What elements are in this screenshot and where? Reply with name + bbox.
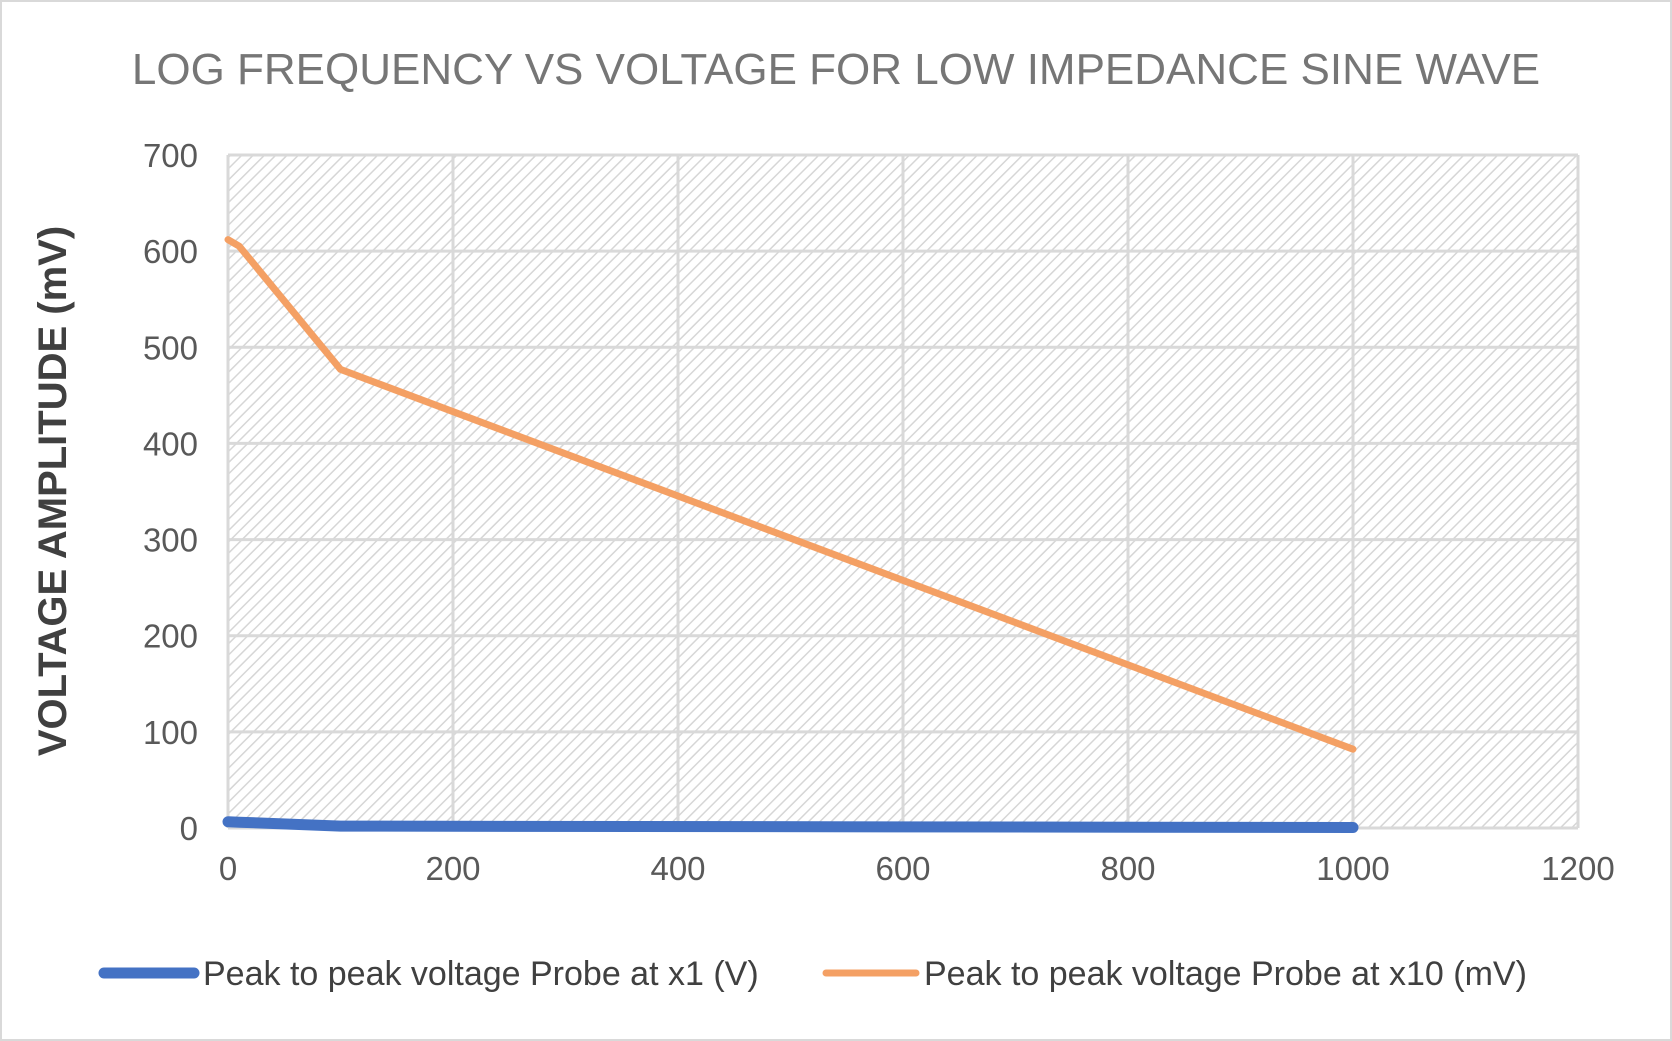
y-tick-label: 200	[143, 618, 198, 655]
y-tick-label: 700	[143, 137, 198, 174]
x-tick-label: 800	[1100, 850, 1155, 887]
x-tick-label: 400	[650, 850, 705, 887]
series-line-probe-x1	[222, 816, 1359, 833]
x-axis-ticks: 0 200 400 600 800 1000 1200	[219, 850, 1615, 887]
legend: Peak to peak voltage Probe at x1 (V) Peak…	[98, 955, 1527, 993]
series-line-probe-x10	[224, 236, 1357, 753]
x-tick-label: 0	[219, 850, 237, 887]
y-tick-label: 300	[143, 522, 198, 559]
legend-label: Peak to peak voltage Probe at x10 (mV)	[924, 955, 1527, 993]
y-tick-label: 100	[143, 714, 198, 751]
y-axis-ticks: 0 100 200 300 400 500 600 700	[143, 137, 198, 847]
x-tick-label: 600	[875, 850, 930, 887]
legend-label: Peak to peak voltage Probe at x1 (V)	[203, 955, 759, 993]
series-layer	[222, 236, 1359, 833]
y-tick-label: 600	[143, 233, 198, 270]
x-tick-label: 200	[425, 850, 480, 887]
y-tick-label: 500	[143, 329, 198, 366]
x-tick-label: 1000	[1316, 850, 1389, 887]
x-tick-label: 1200	[1541, 850, 1614, 887]
chart-title: LOG FREQUENCY VS VOLTAGE FOR LOW IMPEDAN…	[132, 45, 1540, 94]
y-tick-label: 400	[143, 425, 198, 462]
y-tick-label: 0	[180, 810, 198, 847]
y-axis-label: VOLTAGE AMPLITUDE (mV)	[31, 226, 75, 756]
gridlines	[226, 153, 1580, 830]
